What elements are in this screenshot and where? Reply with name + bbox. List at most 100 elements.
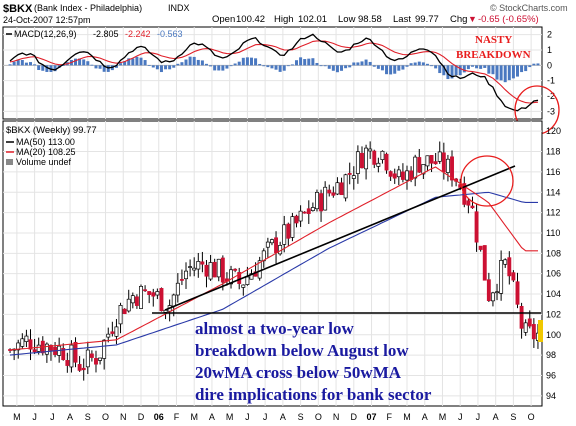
- macd-histogram-bar: [528, 65, 532, 68]
- candle: [286, 222, 291, 247]
- analysis-annotation: almost a two-year low breakdown below Au…: [195, 319, 432, 404]
- candle: [175, 273, 180, 303]
- macd-histogram-bar: [127, 58, 131, 66]
- macd-histogram-bar: [385, 65, 389, 75]
- candle: [310, 202, 315, 212]
- macd-histogram-bar: [434, 65, 438, 69]
- candle: [36, 337, 41, 355]
- x-tick-label: M: [190, 412, 198, 422]
- candle: [486, 272, 491, 302]
- candle: [257, 256, 262, 281]
- macd-histogram-bar: [475, 65, 479, 69]
- candle: [482, 245, 487, 281]
- macd-histogram-bar: [200, 60, 204, 66]
- macd-histogram-bar: [114, 65, 118, 68]
- candle: [384, 152, 389, 174]
- candle: [188, 259, 193, 277]
- candle: [184, 262, 188, 289]
- candle: [155, 288, 160, 300]
- y-tick-label: 94: [546, 391, 556, 401]
- macd-histogram-bar: [466, 65, 470, 70]
- chg-value: -0.65 (-0.65%): [478, 14, 539, 25]
- macd-histogram-bar: [442, 65, 446, 76]
- macd-histogram-bar: [217, 65, 221, 71]
- macd-histogram-bar: [12, 61, 16, 66]
- y-tick-label: 110: [546, 228, 560, 238]
- macd-histogram-bar: [483, 65, 487, 68]
- x-axis: M J J A S O N D 06 F M A M J J A S O N D 07 F M A M J J A S O: [13, 412, 535, 422]
- candle: [298, 205, 303, 227]
- macd-histogram-bar: [417, 61, 421, 66]
- macd-histogram-bar: [102, 65, 106, 72]
- macd-tick-label: -1: [547, 76, 555, 86]
- price-legend: $BKX (Weekly) 99.77 MA(50) 113.00 MA(20)…: [6, 125, 97, 167]
- candle: [179, 269, 184, 286]
- macd-histogram-bar: [462, 65, 466, 73]
- macd-histogram-bar: [233, 63, 237, 66]
- y-tick-label: 106: [546, 269, 561, 279]
- macd-legend-label: MACD(12,26,9): [14, 29, 77, 39]
- candle: [368, 141, 373, 159]
- candle: [290, 212, 295, 242]
- macd-histogram-bar: [368, 61, 372, 66]
- x-tick-label: M: [439, 412, 447, 422]
- price-grid: [3, 121, 542, 406]
- candle: [364, 144, 369, 180]
- candlesticks: [8, 141, 540, 381]
- candle: [523, 319, 528, 336]
- macd-histogram-bar: [41, 65, 45, 71]
- macd-histogram-bar: [479, 65, 483, 69]
- y-tick-label: 112: [546, 208, 560, 218]
- macd-histogram-bar: [106, 65, 110, 72]
- macd-histogram-bar: [119, 63, 123, 66]
- x-tick-label: A: [280, 412, 286, 422]
- macd-histogram-bar: [172, 65, 176, 68]
- macd-histogram-bar: [151, 65, 155, 68]
- candle: [65, 352, 70, 373]
- annotation-line-1: almost a two-year low: [195, 319, 355, 338]
- candle: [405, 165, 409, 190]
- nasty-annotation-line-2: BREAKDOWN: [456, 49, 531, 61]
- y-tick-label: 104: [546, 289, 561, 299]
- macd-histogram-bar: [139, 57, 143, 66]
- candle: [208, 254, 213, 281]
- candle: [376, 157, 381, 173]
- ma20-line: [9, 166, 538, 351]
- candle: [470, 196, 475, 209]
- macd-histogram-bar: [29, 62, 33, 66]
- macd-histogram-bar: [401, 65, 405, 70]
- chg-arrow: ▼: [468, 14, 477, 24]
- candle: [294, 214, 299, 228]
- candle: [110, 321, 115, 337]
- macd-histogram-bar: [348, 65, 352, 68]
- macd-histogram-bar: [491, 65, 495, 75]
- candle: [433, 153, 438, 165]
- macd-histogram-bar: [470, 65, 474, 67]
- macd-histogram-bar: [61, 65, 65, 66]
- candle: [302, 211, 307, 214]
- x-tick-label: 07: [367, 412, 377, 422]
- x-tick-label: D: [138, 412, 145, 422]
- macd-histogram-bar: [213, 65, 217, 71]
- candle: [392, 168, 397, 184]
- macd-histogram-bar: [327, 65, 331, 69]
- candle: [139, 284, 143, 309]
- macd-histogram-bar: [245, 57, 249, 66]
- macd-histogram-bar: [53, 65, 57, 72]
- macd-histogram-bar: [389, 65, 393, 75]
- watermark: © StockCharts.com: [490, 3, 568, 13]
- y-tick-label: 118: [546, 147, 560, 157]
- macd-histogram-bar: [74, 58, 78, 66]
- x-tick-label: A: [67, 412, 73, 422]
- macd-histogram-bar: [503, 65, 507, 83]
- macd-histogram-bar: [123, 61, 127, 66]
- macd-histogram-bar: [499, 65, 503, 81]
- y-tick-label: 100: [546, 330, 561, 340]
- candle: [122, 308, 127, 315]
- macd-histogram-bar: [258, 63, 262, 66]
- x-tick-label: O: [102, 412, 109, 422]
- candle: [98, 357, 103, 365]
- x-tick-label: S: [298, 412, 304, 422]
- candle: [200, 251, 205, 273]
- index-name: (Bank Index - Philadelphia): [34, 3, 142, 13]
